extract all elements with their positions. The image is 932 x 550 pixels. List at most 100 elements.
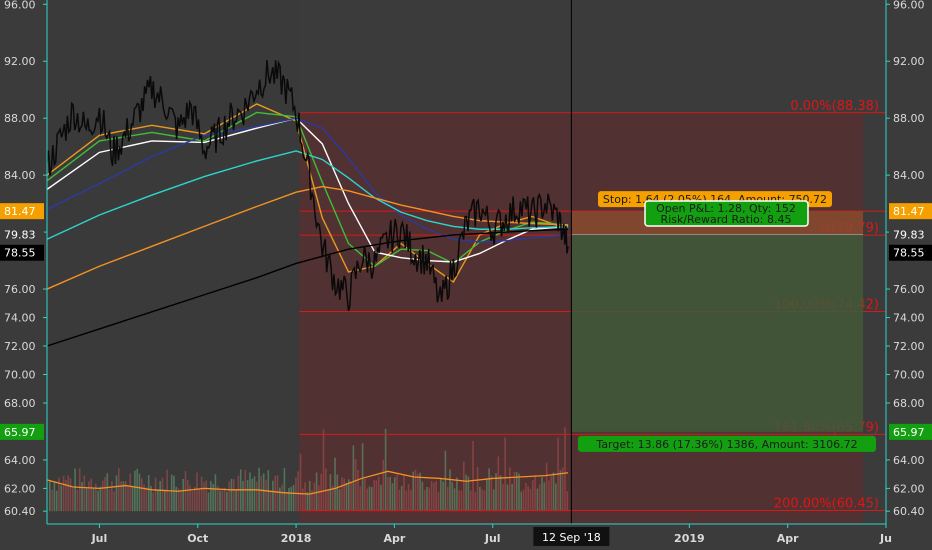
volume-bar (311, 489, 313, 512)
y-tick-label-left: 70.00 (4, 368, 36, 381)
crosshair: 12 Sep '18 (533, 0, 610, 546)
y-tick-label-right: 92.00 (893, 55, 925, 68)
target-label-box (578, 435, 876, 452)
volume-bar (279, 487, 281, 512)
y-tick-label-left: 96.00 (4, 0, 36, 11)
volume-bar (534, 475, 536, 512)
x-tick-label: Jul (91, 532, 108, 545)
volume-bar (210, 481, 212, 512)
volume-bar (414, 469, 417, 512)
volume-bar (504, 437, 506, 512)
volume-bar (559, 470, 562, 512)
volume-bar (336, 474, 339, 512)
volume-bar (555, 483, 557, 512)
y-tick-label-left: 60.40 (4, 505, 36, 518)
volume-bar (127, 485, 129, 512)
volume-bar (529, 488, 532, 512)
volume-bar (375, 480, 378, 512)
volume-bar (384, 428, 387, 512)
volume-bar (78, 468, 81, 512)
volume-bar (214, 474, 217, 512)
volume-bar (486, 478, 488, 512)
volume-bar (74, 468, 76, 512)
volume-bar (184, 471, 187, 512)
volume-bar (164, 489, 166, 512)
volume-bar (145, 487, 148, 512)
volume-bar (442, 481, 444, 512)
price-label-right: 78.55 (893, 247, 925, 260)
position-tool[interactable]: Stop: 1.64 (2.05%) 164, Amount: 750.72Op… (571, 191, 876, 452)
volume-bar (467, 476, 470, 512)
volume-bar (108, 489, 111, 512)
volume-bar (205, 480, 207, 512)
volume-bar (497, 456, 500, 512)
volume-bar (348, 479, 350, 512)
price-label-box-left (0, 423, 44, 440)
price-label-left: 65.97 (4, 426, 36, 439)
volume-bar (143, 484, 145, 512)
volume-bar (182, 478, 184, 512)
volume-bar (276, 475, 279, 512)
volume-bar (430, 481, 433, 512)
volume-bar (410, 490, 412, 512)
volume-bar (541, 477, 543, 512)
volume-bar (433, 482, 435, 512)
y-tick-label-right: 70.00 (893, 368, 925, 381)
volume-bar (373, 480, 375, 512)
volume-bar (85, 488, 88, 512)
volume-bar (474, 492, 477, 512)
volume-bar (469, 490, 472, 512)
volume-bar (313, 482, 316, 512)
volume-bar (460, 490, 463, 512)
price-label-left: 78.55 (4, 247, 36, 260)
price-label-right: 81.47 (893, 205, 925, 218)
volume-bar (543, 482, 546, 512)
volume-bar (113, 491, 115, 512)
y-tick-label-right: 76.00 (893, 283, 925, 296)
volume-bar (518, 473, 520, 512)
volume-bar (302, 488, 304, 512)
volume-bar (191, 491, 194, 512)
volume-bar (532, 480, 534, 512)
y-tick-label-right: 60.40 (893, 505, 925, 518)
volume-bar (67, 475, 69, 512)
volume-bar (502, 483, 504, 512)
volume-bar (72, 488, 74, 512)
volume-bar (354, 459, 357, 512)
moving-average-line (46, 185, 569, 290)
volume-bar (453, 488, 456, 512)
volume-bar (417, 473, 419, 512)
volume-bar (76, 489, 79, 512)
x-tick-label: Ju (879, 532, 892, 545)
volume-bar (479, 486, 481, 512)
volume-bar (249, 472, 251, 512)
y-tick-label-right: 74.00 (893, 312, 925, 325)
crosshair-date-label: 12 Sep '18 (542, 531, 601, 544)
pnl-label-line2: Risk/Reward Ratio: 8.45 (661, 213, 792, 226)
volume-bar (509, 467, 511, 512)
volume-bar (60, 485, 63, 512)
price-label-box-right (889, 423, 932, 440)
volume-bar (65, 479, 67, 512)
volume-bar (230, 478, 233, 512)
volume-bar (147, 475, 150, 512)
volume-bar (495, 473, 497, 512)
volume-bar (357, 469, 359, 512)
volume-bar (520, 491, 523, 512)
volume-bar (223, 487, 226, 512)
volume-bar (449, 469, 451, 512)
volume-bar (90, 478, 92, 512)
y-tick-label-left: 68.00 (4, 397, 36, 410)
volume-bar (216, 485, 219, 512)
volume-bar (490, 475, 493, 512)
volume-bar (412, 471, 414, 512)
volume-bar (260, 475, 263, 512)
volume-bar (49, 480, 51, 512)
volume-bar (400, 486, 403, 512)
volume-bar (456, 477, 458, 512)
volume-bar (380, 484, 382, 512)
volume-bar (111, 481, 113, 512)
volume-bar (329, 474, 332, 512)
